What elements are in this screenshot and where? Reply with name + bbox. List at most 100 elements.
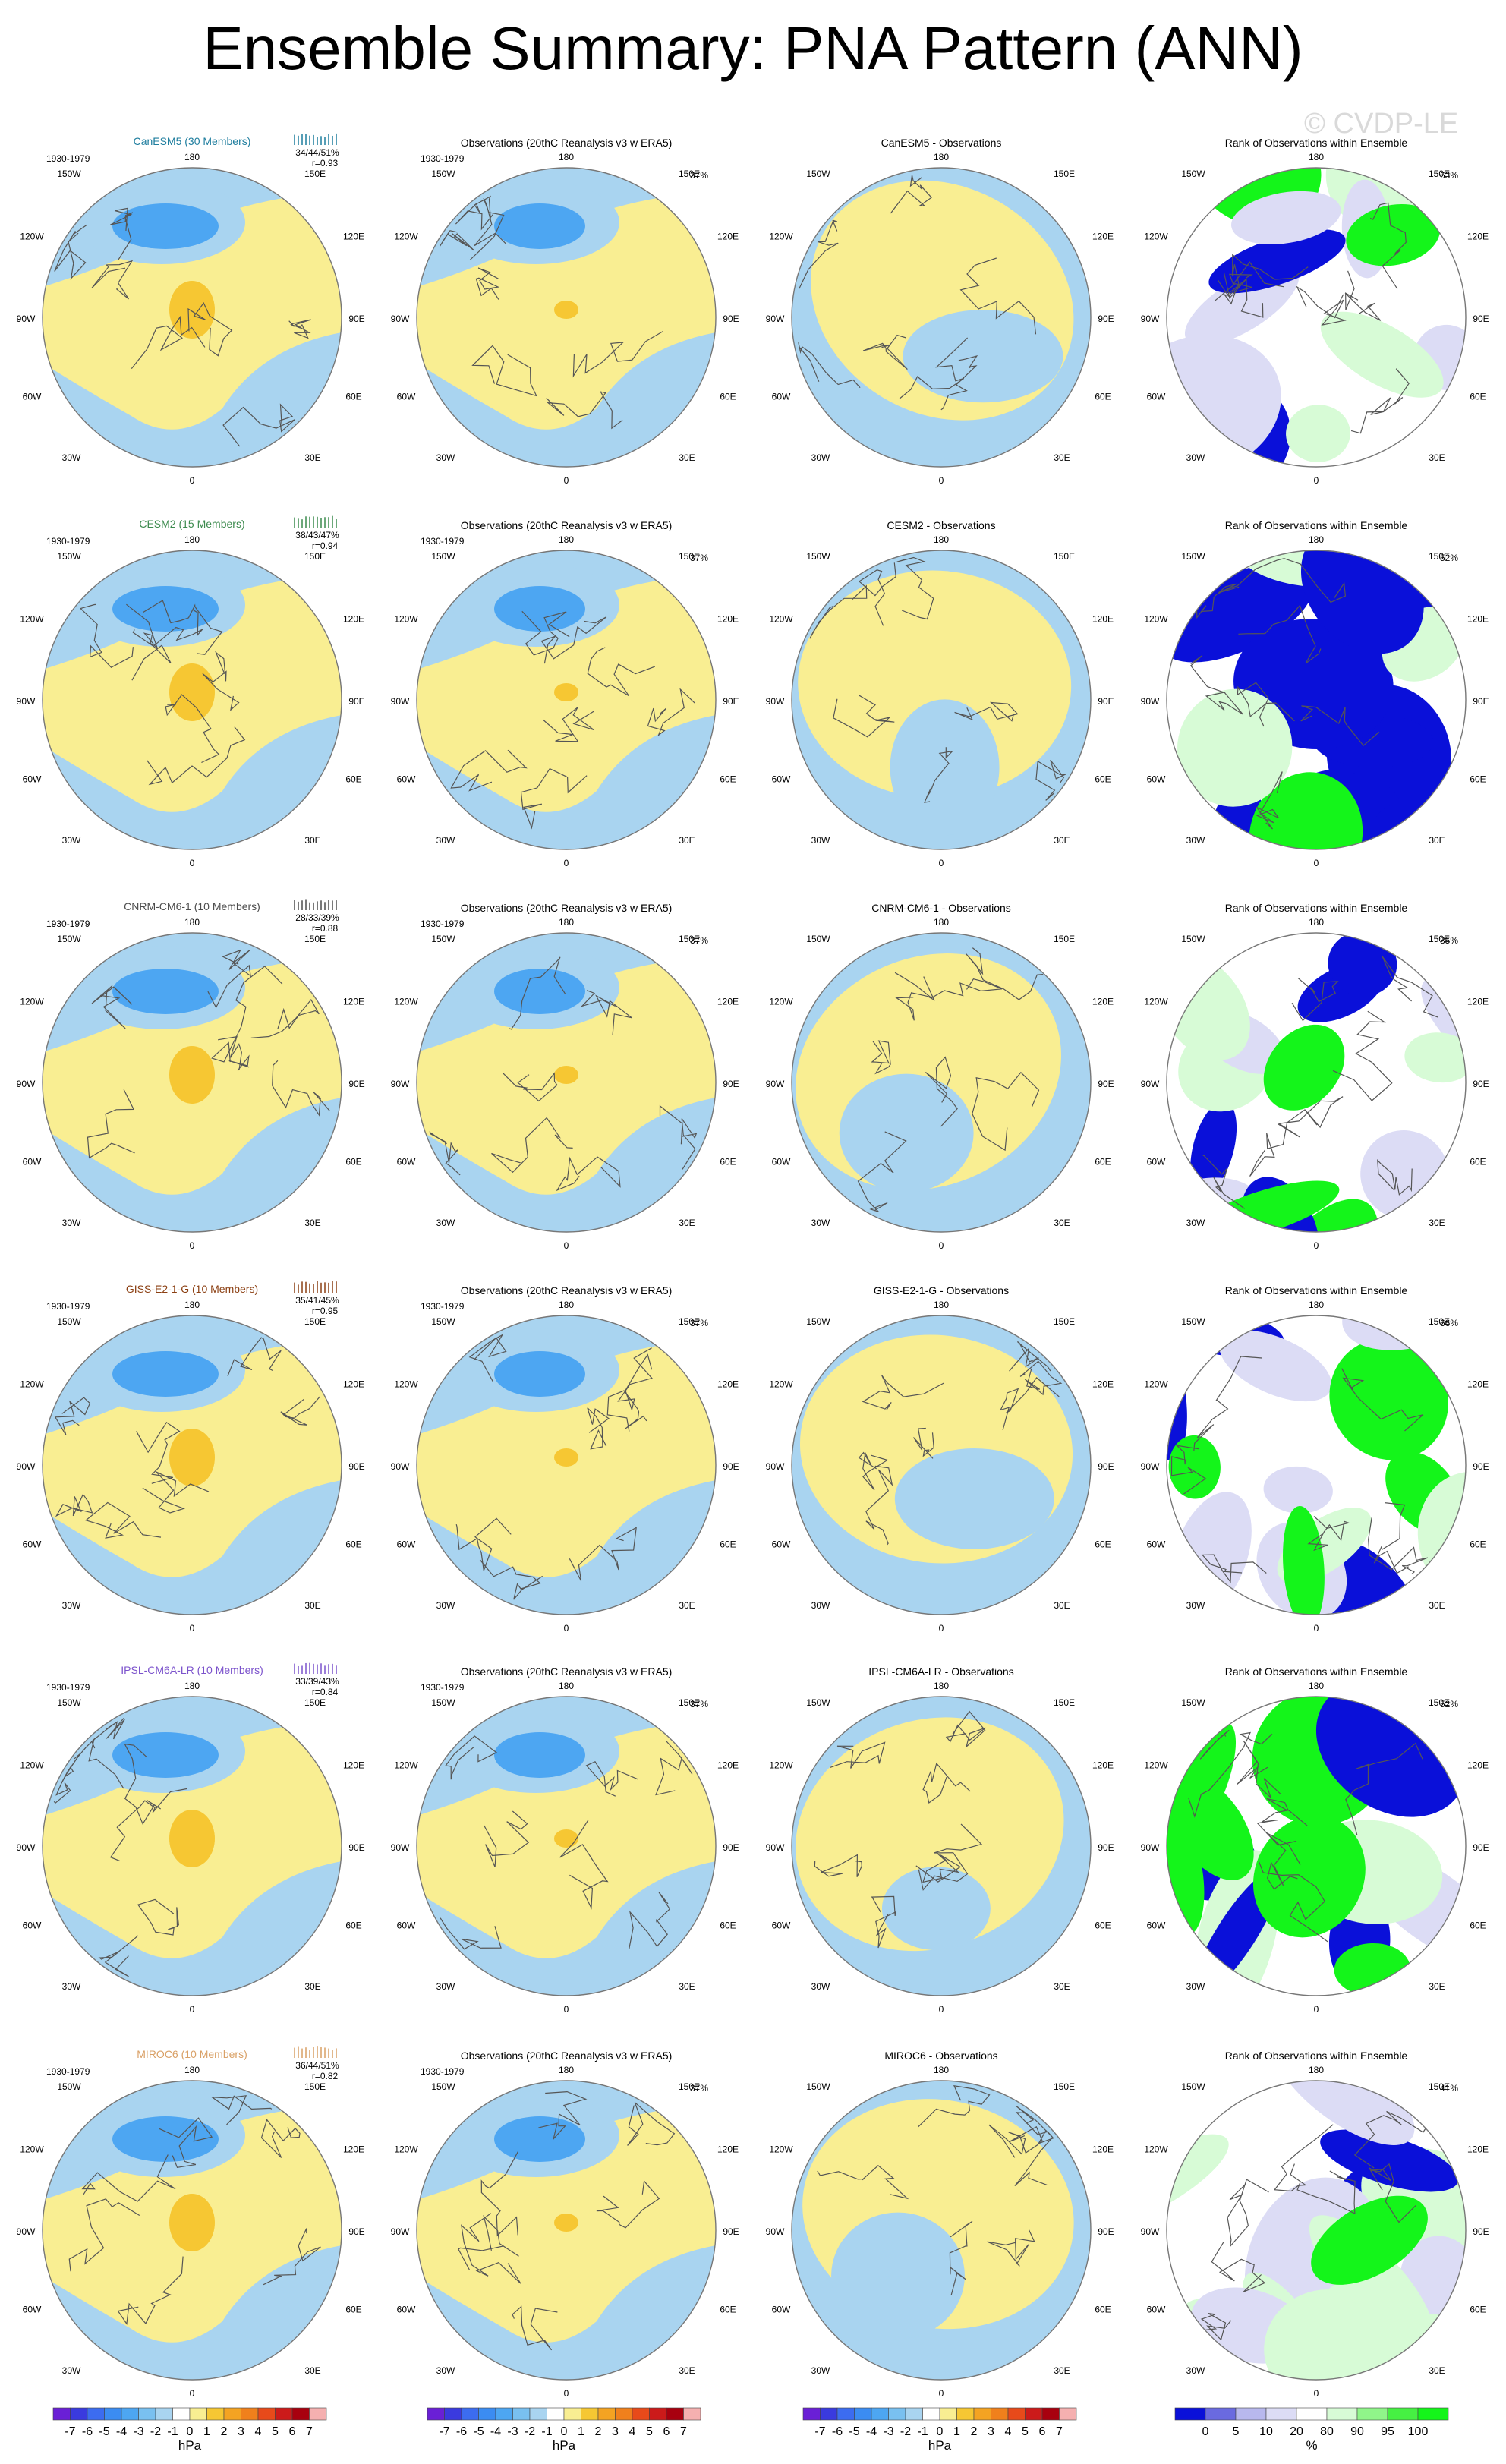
longitude-label: 150W [431,2081,455,2092]
colorbar-swatch [1235,2407,1267,2421]
colorbar-swatch [1025,2407,1043,2421]
longitude-label: 120E [343,1379,364,1390]
colorbar-tick-label: 5 [1233,2425,1240,2438]
longitude-label: 90W [1141,1461,1160,1472]
colorbar-swatch [1007,2407,1026,2421]
colorbar-tick-label: -3 [507,2425,518,2438]
longitude-label: 90E [1098,314,1114,324]
coastline [1188,1731,1273,1818]
longitude-label: 30E [1054,1600,1070,1611]
coastline [830,1741,886,1769]
longitude-label: 60W [772,1156,791,1167]
longitude-label: 150W [57,934,81,944]
longitude-label: 120W [769,997,793,1007]
longitude-label: 120W [1144,997,1168,1007]
colorbar-tick-label: -1 [541,2425,552,2438]
longitude-label: 90E [1473,314,1489,324]
coastline [98,1935,139,1977]
pattern-correlation: r=0.88 [312,923,339,934]
coastline [445,1735,498,1780]
map-boundary [791,2080,1092,2381]
longitude-label: 150E [1429,1697,1450,1708]
longitude-label: 120W [1144,2144,1168,2155]
rank-cell-region [1167,1810,1205,1936]
longitude-label: 30E [1054,835,1070,846]
coastline [799,219,839,289]
variance-percent: 37% [690,935,708,946]
panel-title: Observations (20thC Reanalysis v3 w ERA5… [461,1665,673,1678]
variance-percent: 37% [690,553,708,563]
coastline [918,2085,991,2128]
coastline [1014,2106,1054,2186]
pna-pattern [417,168,716,467]
coastline [1189,655,1243,715]
coastline [940,355,978,411]
pna-pattern [792,933,1091,1232]
rank-percent: 41% [1440,2083,1458,2094]
coastline [1201,1554,1267,1583]
map-boundary [1166,1315,1467,1615]
longitude-label: 120W [769,2144,793,2155]
panel-title: MIROC6 - Observations [884,2050,997,2062]
coastline [627,2102,676,2146]
coastline [124,1743,162,1826]
coastline [587,647,656,697]
rank-cell-region [1346,203,1441,266]
longitude-label: 120W [20,1379,44,1390]
coastline [455,195,493,231]
coastline [1368,1517,1429,1575]
strong-negative-core [112,203,219,249]
colorbar-tick-label: -2 [900,2425,911,2438]
rank-cell-region [1167,335,1281,467]
strong-positive-core [169,1046,215,1104]
coastline [1273,2124,1334,2192]
longitude-label: 60W [23,2304,42,2314]
difference-map-ipsl-cm6a-lr: 180 150W 150E 120W 120E 90W 90E 60W 60E 30W 30E 0 IP… [766,1665,1114,2015]
longitude-label: 180 [1309,1300,1324,1310]
panel-title: Observations (20thC Reanalysis v3 w ERA5… [461,1284,673,1297]
coastline [61,1738,124,1789]
negative-region [831,2212,965,2340]
strong-positive-core [169,281,215,339]
colorbar-tick-label: -7 [65,2425,75,2438]
colorbar-swatch [683,2407,701,2421]
coastline [585,1761,639,1797]
coastline [1200,2313,1232,2341]
coastline [542,707,594,742]
coastline [1291,977,1339,1022]
coastline [450,749,528,792]
coastline [503,1072,558,1102]
longitude-label: 0 [190,1623,195,1634]
colorbar-swatch [632,2407,650,2421]
coastline [817,2165,909,2200]
colorbar-swatch [836,2407,855,2421]
longitude-label: 150E [1429,169,1450,179]
longitude-label: 150E [1054,1697,1075,1708]
coastline [165,694,220,764]
coastline [520,767,588,830]
longitude-label: 90E [1098,1079,1114,1089]
coastline [1193,1356,1262,1451]
longitude-label: 120W [1144,614,1168,625]
longitude-label: 30W [62,452,81,463]
coastline [484,1810,530,1867]
longitude-label: 120W [20,1760,44,1771]
longitude-label: 30E [1054,2365,1070,2376]
coastline [458,2214,519,2270]
strong-negative-core [112,1732,219,1778]
longitude-label: 120W [394,2144,418,2155]
longitude-label: 90E [348,2226,364,2237]
longitude-label: 90E [348,314,364,324]
longitude-label: 90W [17,314,36,324]
coastline [859,562,896,626]
pna-pattern [43,2081,342,2380]
strong-negative-core [494,203,585,249]
rank-cell-region [1167,563,1314,663]
observation-map-cnrm-cm6-1: 180 150W 150E 120W 120E 90W 90E 60W 60E 30W 30E 0 Ob… [391,902,739,1251]
colorbar-swatch [956,2407,975,2421]
coastline [1199,1729,1230,1760]
longitude-label: 90W [1141,314,1160,324]
ensemble-spread-ticks [294,515,337,528]
pattern-percent: 35/41/45% [295,1295,339,1306]
colorbar-swatch [138,2407,156,2421]
